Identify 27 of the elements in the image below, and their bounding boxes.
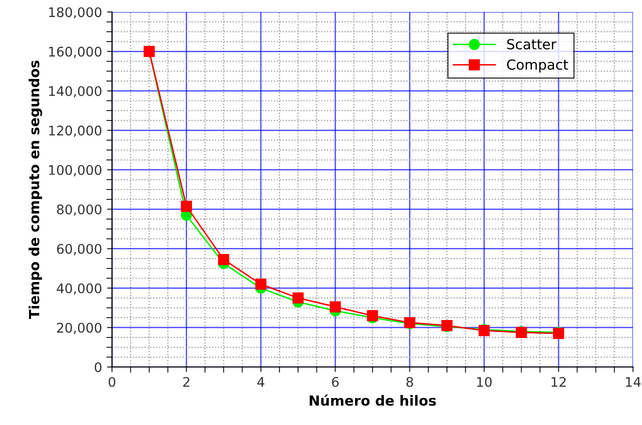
y-tick-label: 160,000 — [49, 46, 102, 58]
legend-label: Compact — [507, 59, 568, 73]
x-tick-label: 2 — [183, 376, 190, 387]
y-tick-label: 100,000 — [49, 165, 102, 176]
y-tick-label: 140,000 — [49, 86, 102, 98]
x-tick-label: 6 — [332, 376, 339, 387]
point — [218, 254, 230, 266]
point — [255, 278, 266, 290]
x-tick-label: 12 — [552, 376, 566, 387]
y-tick-label: 180,000 — [49, 7, 102, 19]
x-tick-label: 4 — [257, 377, 264, 387]
y-tick-label: 20,000 — [57, 322, 102, 334]
point — [180, 200, 192, 212]
legend-label: Scatter — [507, 38, 556, 50]
x-tick-label: 10 — [477, 376, 492, 387]
y-tick-label: 0 — [94, 362, 102, 372]
y-tick-label: 40,000 — [56, 283, 102, 295]
x-axis-title: Número de hilos — [310, 394, 436, 406]
point — [330, 301, 341, 312]
y-tick-label: 60,000 — [57, 244, 102, 256]
y-axis-title: Tiempo de computo en segundos — [28, 60, 42, 319]
x-tick-label: 8 — [406, 376, 414, 387]
x-tick-label: 14 — [626, 377, 641, 387]
x-tick-label: 0 — [108, 376, 116, 387]
y-tick-label: 80,000 — [57, 204, 102, 216]
y-tick-label: 120,000 — [49, 126, 102, 137]
point — [292, 292, 304, 304]
